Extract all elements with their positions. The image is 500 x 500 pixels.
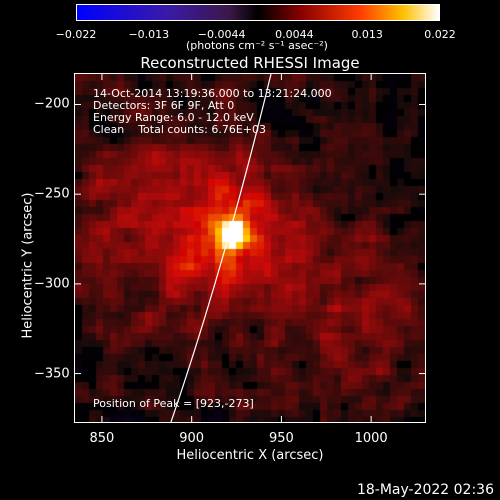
limb-overlay [170,74,272,422]
y-tick-label: −250 [34,186,70,202]
colorbar-tick-label: 0.0044 [275,28,314,41]
colorbar-tick-label: −0.013 [128,28,170,41]
x-axis-label: Heliocentric X (arcsec) [176,448,324,463]
colorbar-tick-label: 0.013 [351,28,383,41]
colorbar-tick-label: 0.022 [424,28,456,41]
y-tick-label: −200 [34,96,70,112]
x-tick-label: 850 [89,431,115,446]
x-tick-label: 950 [268,431,294,446]
y-tick-label: −300 [34,276,70,292]
x-tick-label: 1000 [354,431,388,446]
footer-timestamp: 18-May-2022 02:36 [356,482,494,498]
detectors-annotation: Detectors: 3F 6F 9F, Att 0 [93,99,235,112]
heatmap-image [75,74,425,422]
peak-annotation: Position of Peak = [923,-273] [93,397,254,410]
clean-annotation: Clean Total counts: 6.76E+03 [93,123,267,136]
colorbar-tick-label: −0.022 [55,28,97,41]
colorbar-tick-label: −0.0044 [197,28,246,41]
energy-annotation: Energy Range: 6.0 - 12.0 keV [93,111,254,124]
x-tick-label: 900 [179,431,205,446]
colorbar-unit-label: (photons cm⁻² s⁻¹ asec⁻²) [186,39,328,52]
solar-limb-line [170,74,272,422]
chart-title: Reconstructed RHESSI Image [140,54,360,72]
time-annotation: 14-Oct-2014 13:19:36.000 to 13:21:24.000 [93,87,332,100]
y-tick-label: −350 [34,366,70,382]
colorbar [76,4,440,21]
y-axis-label: Heliocentric Y (arcsec) [20,192,36,339]
plot-area [74,73,426,423]
